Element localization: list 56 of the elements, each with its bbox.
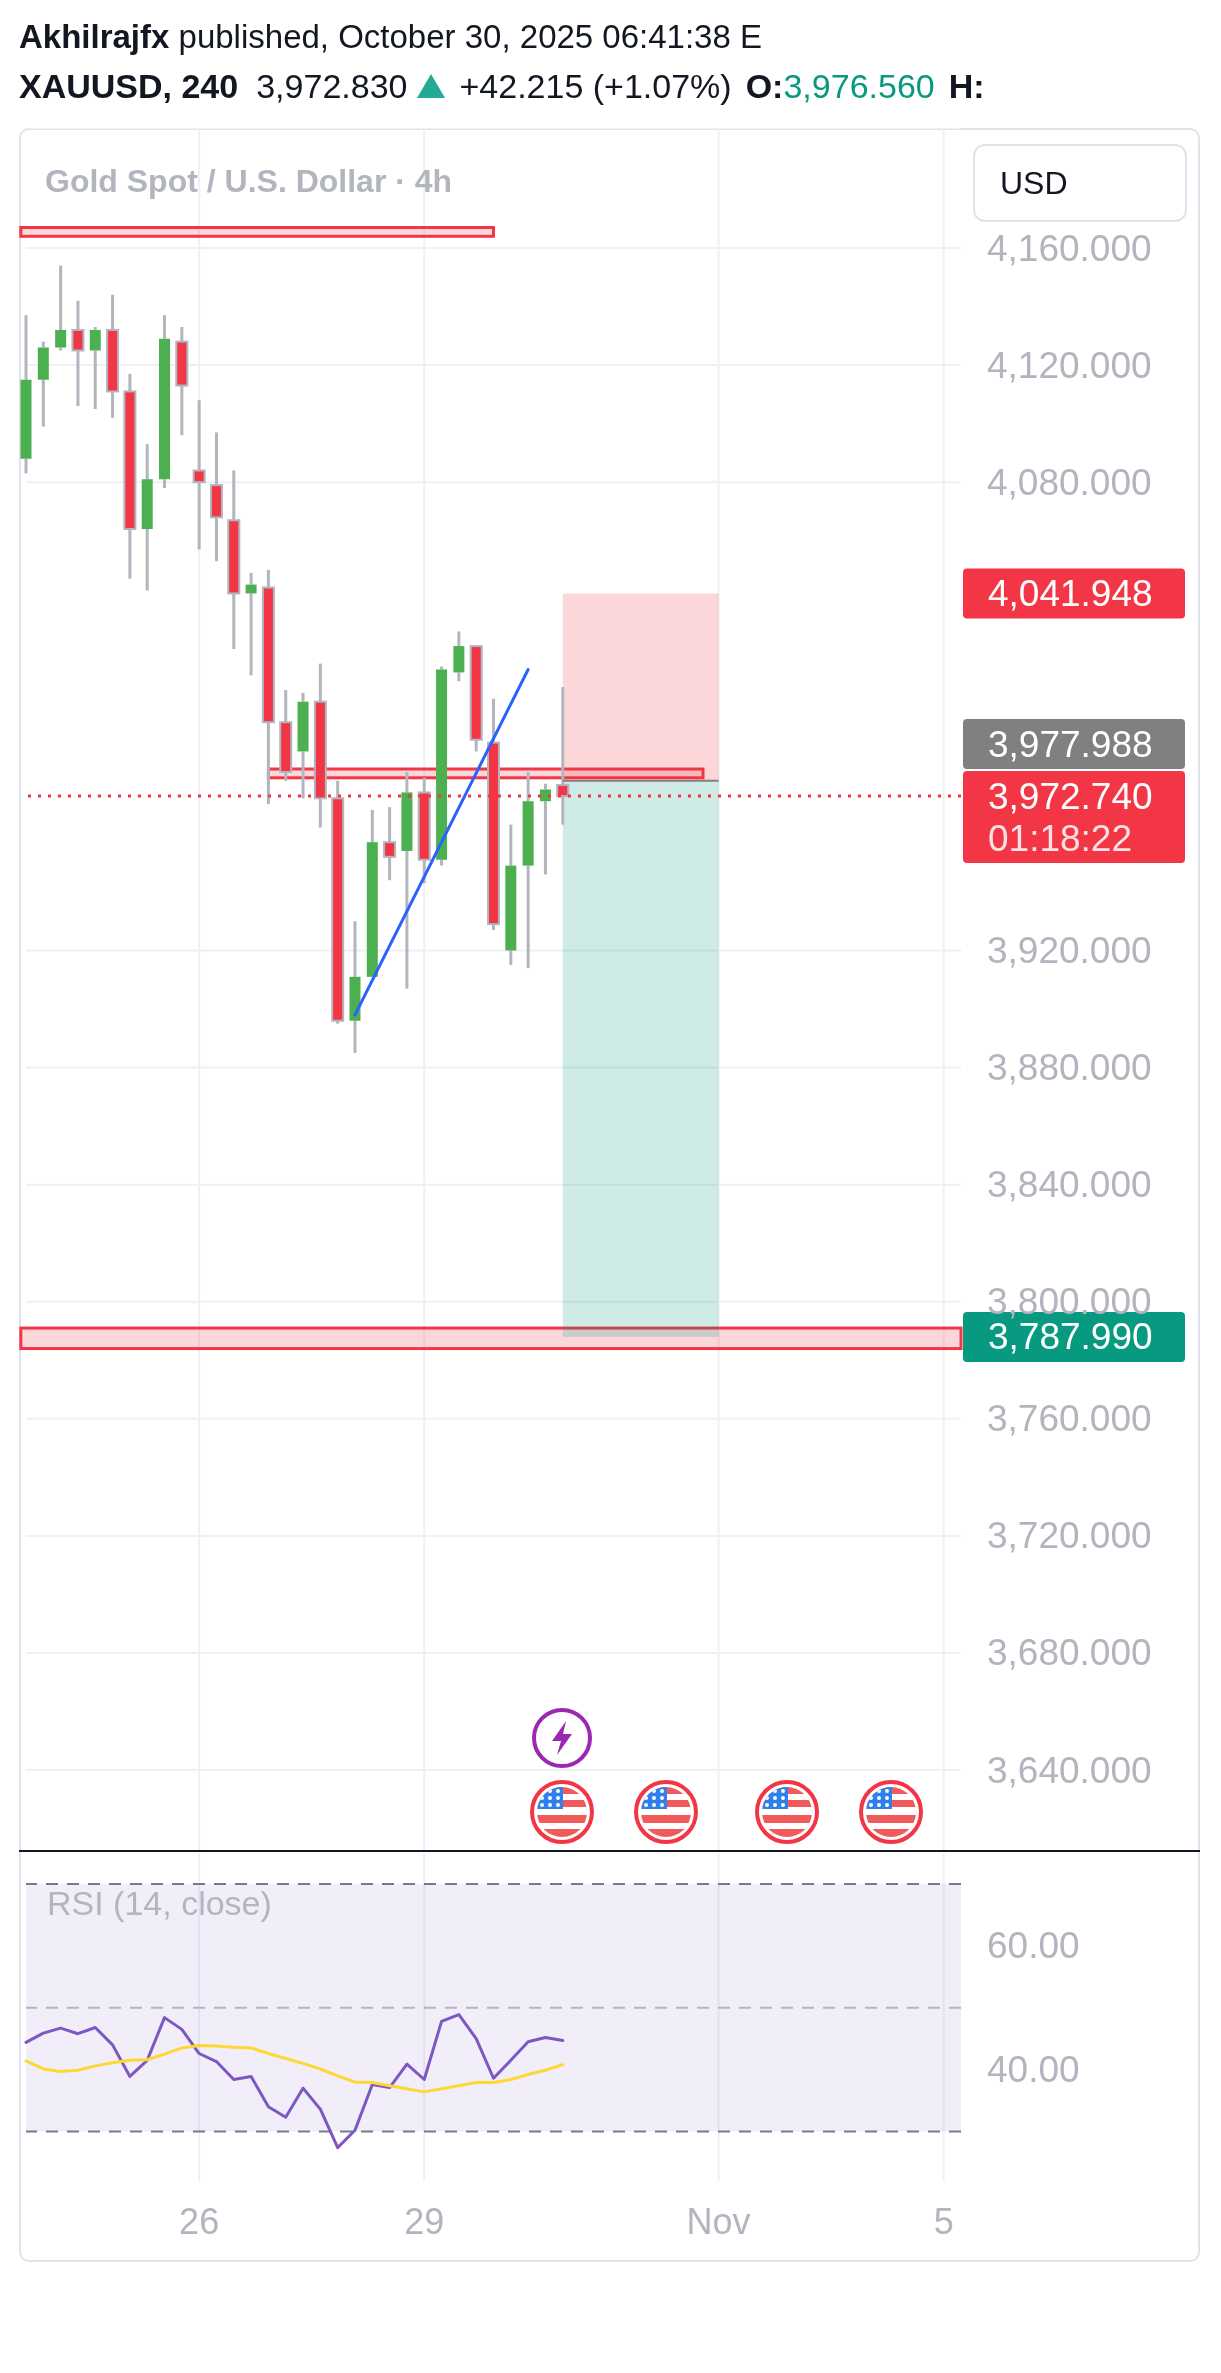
candlestick	[71, 300, 85, 407]
candlestick	[123, 372, 137, 579]
candlestick	[349, 921, 361, 1053]
text: O:	[745, 66, 784, 107]
text: +42.215 (+1.07%)	[459, 66, 732, 107]
candlestick	[366, 809, 378, 977]
text: 01:18:22	[988, 817, 1133, 859]
text: 3,976.560	[783, 66, 935, 107]
text: 4,041.948	[988, 573, 1153, 615]
candlestick	[245, 571, 257, 676]
y-tick-label: 4,160.000	[987, 227, 1152, 269]
text: Akhilrajfx	[19, 18, 170, 55]
y-tick-label: 3,800.000	[987, 1281, 1152, 1323]
y-tick-label: 4,080.000	[987, 461, 1152, 503]
text: H:	[948, 66, 985, 107]
x-tick-label: Nov	[686, 2200, 751, 2242]
line-series	[24, 2043, 565, 2094]
candlestick	[297, 691, 309, 799]
candlestick	[37, 341, 49, 427]
y-tick-label: 3,760.000	[987, 1398, 1152, 1440]
candlestick	[20, 315, 32, 474]
y-tick-label: 3,920.000	[987, 929, 1152, 971]
candlestick	[383, 807, 397, 882]
text: published, October 30, 2025 06:41:38 E	[178, 18, 762, 55]
x-tick-label: 26	[179, 2200, 220, 2242]
text: 3,972.830	[256, 66, 408, 107]
text: RSI (14, close)	[47, 1883, 272, 1923]
text: 3,977.988	[988, 723, 1153, 765]
candlestick	[141, 444, 153, 591]
candlestick	[159, 315, 171, 489]
candlestick	[209, 432, 223, 563]
candlestick	[522, 771, 534, 969]
y-tick-label: 3,880.000	[987, 1047, 1152, 1089]
candlestick	[505, 824, 517, 967]
y-tick-label: 3,680.000	[987, 1632, 1152, 1674]
x-tick-label: 29	[404, 2200, 445, 2242]
y-tick-label: 3,720.000	[987, 1515, 1152, 1557]
text: USD	[1000, 164, 1068, 202]
y-tick-label: 3,640.000	[987, 1749, 1152, 1791]
candlestick	[227, 470, 241, 650]
y-tick-label: 60.00	[987, 1925, 1080, 1967]
candlestick	[401, 771, 413, 989]
candlestick	[106, 293, 120, 418]
y-tick-label: 3,840.000	[987, 1164, 1152, 1206]
candlestick	[453, 631, 465, 683]
candlestick	[175, 327, 189, 436]
text: Gold Spot / U.S. Dollar · 4h	[45, 162, 453, 201]
y-tick-label: 4,120.000	[987, 344, 1152, 386]
line-series	[24, 2013, 565, 2150]
chart-title: XAUUSD, 240	[19, 66, 239, 107]
candlestick	[89, 327, 101, 409]
candlestick	[192, 400, 206, 550]
candlestick	[279, 689, 293, 781]
x-tick-label: 5	[933, 2200, 954, 2242]
y-tick-label: 40.00	[987, 2049, 1080, 2091]
ref-line-label: 3,972.740	[988, 775, 1153, 817]
